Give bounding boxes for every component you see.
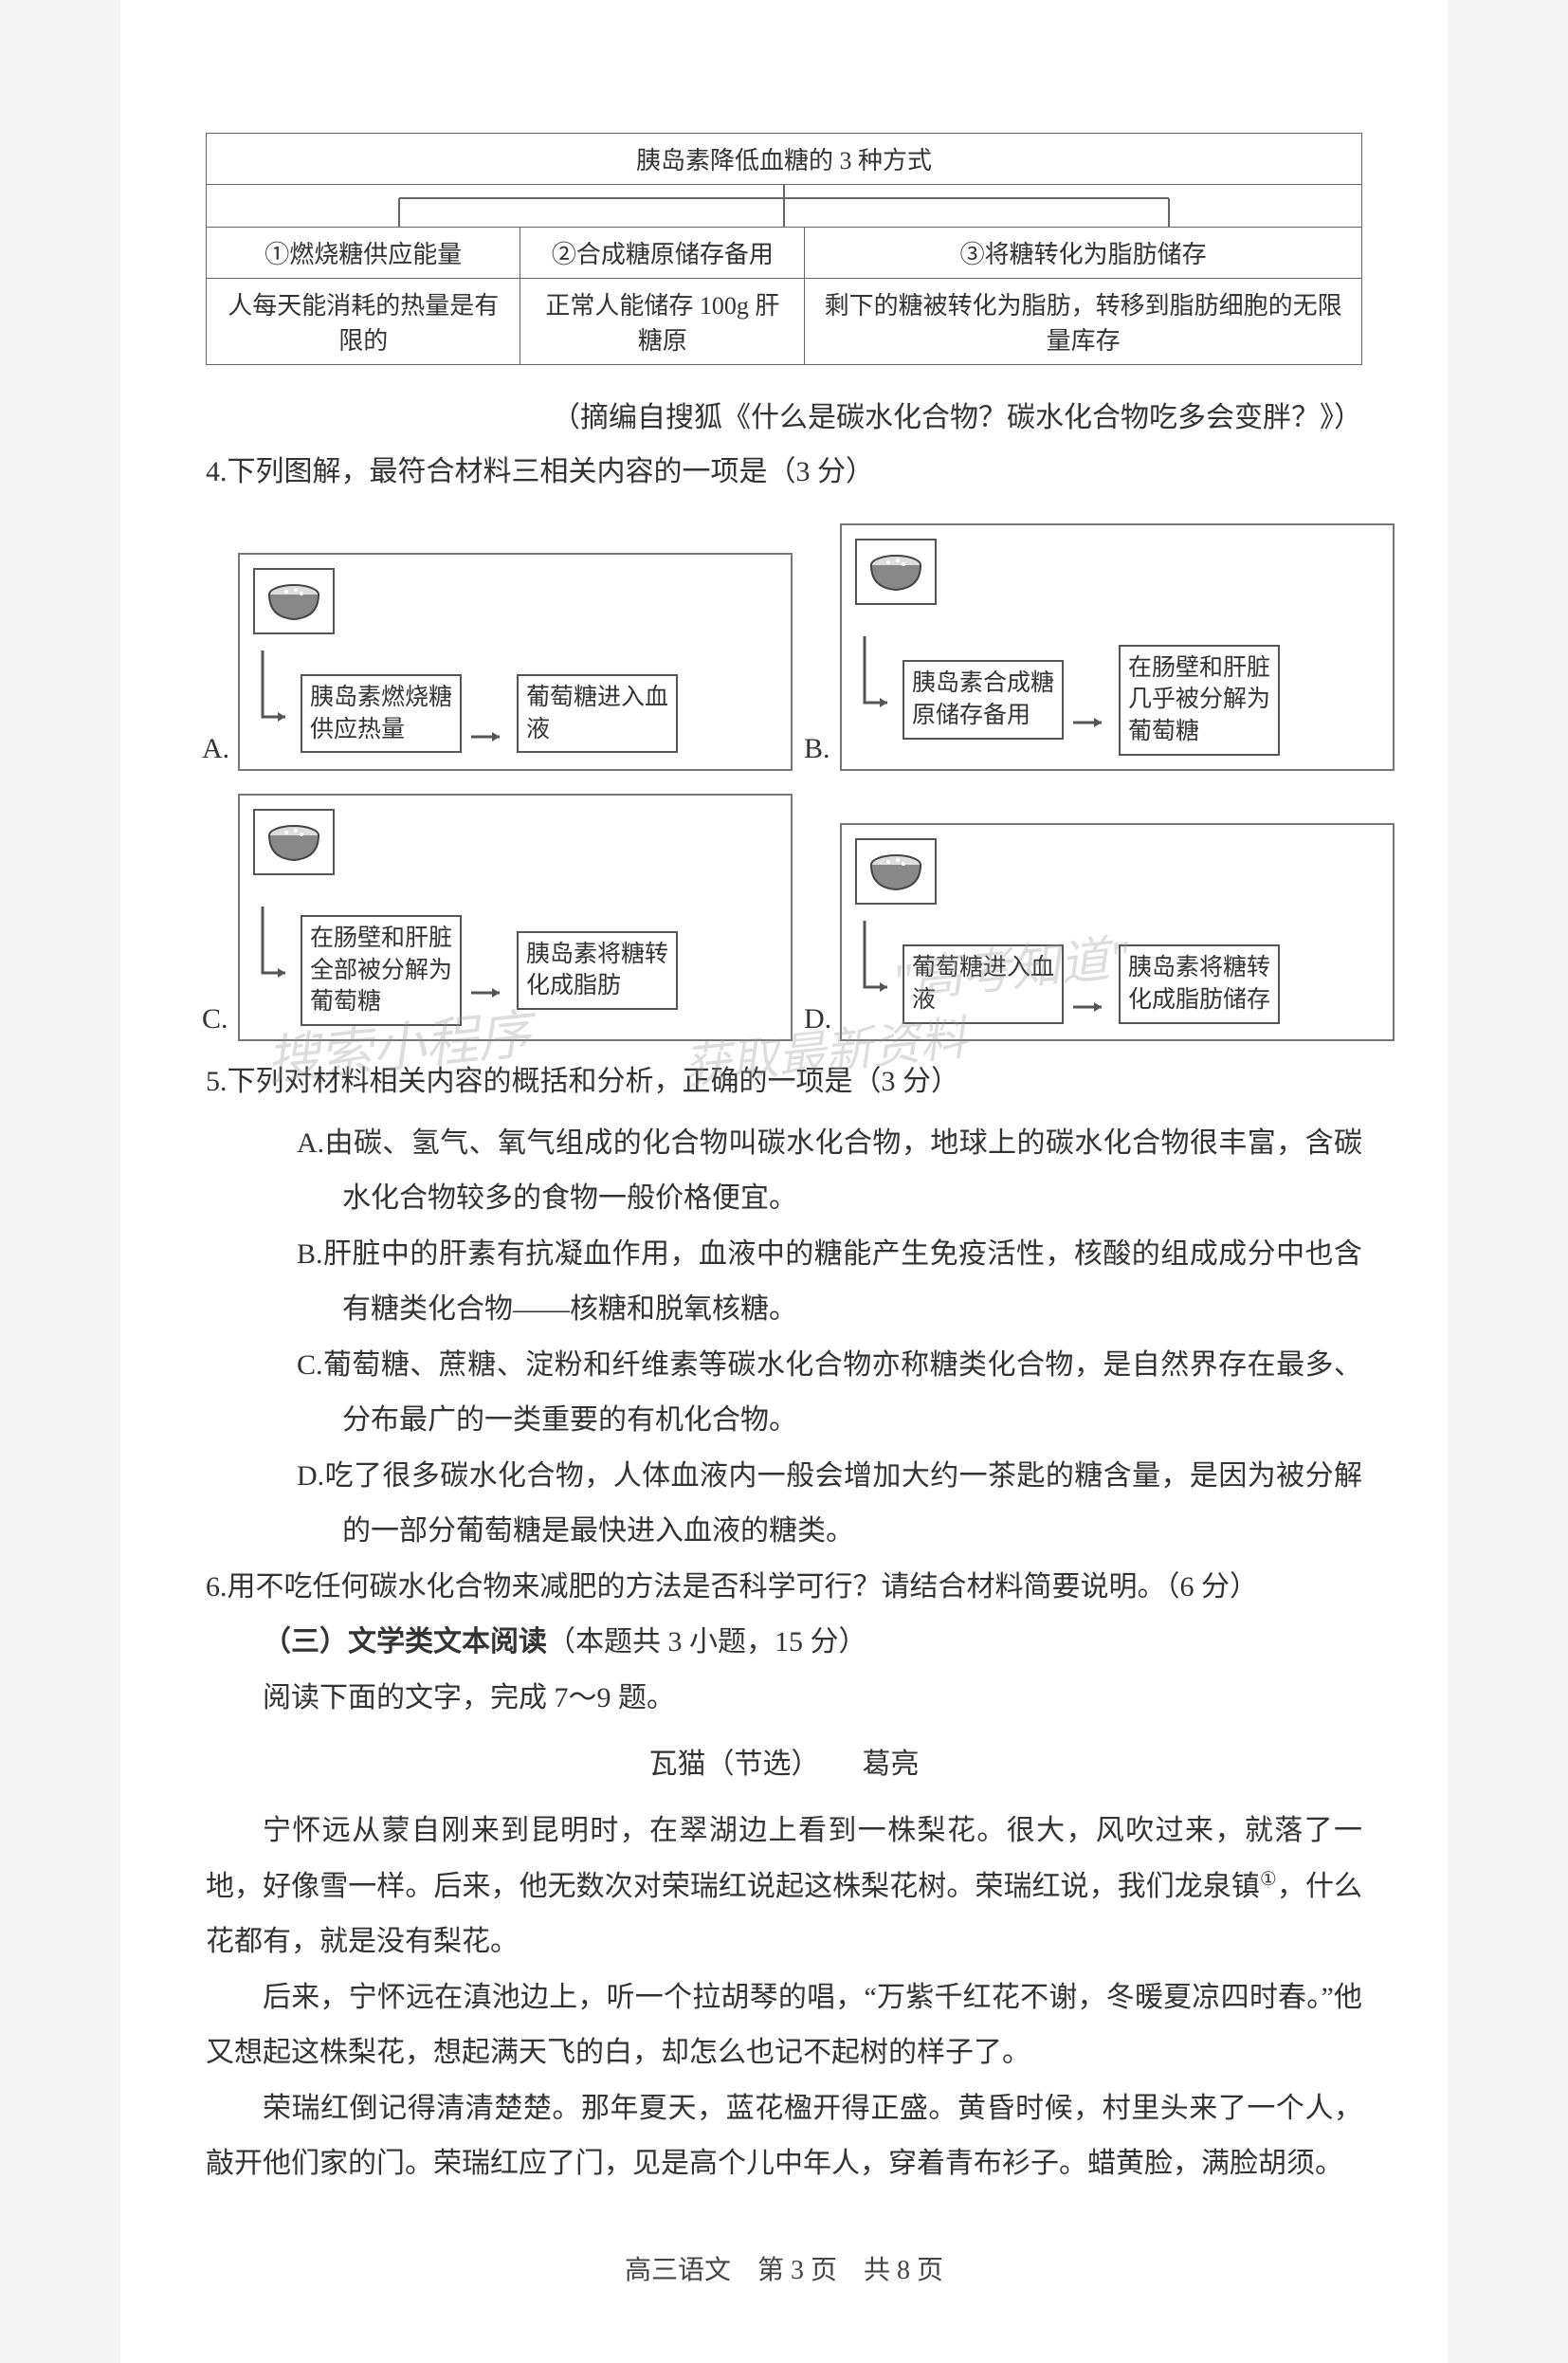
section3-sub: （本题共 3 小题，15 分） (547, 1626, 867, 1658)
page-content: 胰岛素降低血糖的 3 种方式 ①燃烧糖供应能量 ②合成糖原储存备用 ③将糖转化为… (120, 0, 1448, 2363)
table-row-desc: 人每天能消耗的热量是有限的 正常人能储存 100g 肝糖原 剩下的糖被转化为脂肪… (207, 279, 1362, 365)
desc-2: 正常人能储存 100g 肝糖原 (520, 279, 805, 365)
passage-author: 葛亮 (863, 1749, 920, 1780)
q4-label-d: D. (804, 1003, 831, 1035)
q4-label-c: C. (202, 1003, 228, 1035)
section3-title: （三）文学类文本阅读 (263, 1626, 547, 1658)
section3-heading: （三）文学类文本阅读（本题共 3 小题，15 分） (263, 1615, 1362, 1671)
flow-b: 胰岛素合成糖原储存备用 在肠壁和肝脏几乎被分解为葡萄糖 (840, 523, 1395, 771)
flow-a: 胰岛素燃烧糖供应热量 葡萄糖进入血液 (238, 553, 793, 771)
q6-stem: 6.用不吃任何碳水化合物来减肥的方法是否科学可行？请结合材料简要说明。（6 分） (206, 1560, 1362, 1616)
flow-d-box1: 葡萄糖进入血液 (903, 944, 1064, 1024)
q5-option-a: A.由碳、氢气、氧气组成的化合物叫碳水化合物，地球上的碳水化合物很丰富，含碳水化… (251, 1116, 1362, 1227)
rice-bowl-icon (855, 838, 937, 905)
method-3: ③将糖转化为脂肪储存 (805, 228, 1362, 279)
q4-option-b: B. 胰岛素合成糖原储存 (808, 523, 1362, 771)
method-1: ①燃烧糖供应能量 (207, 228, 520, 279)
flow-c-box1: 在肠壁和肝脏全部被分解为葡萄糖 (301, 915, 462, 1026)
flow-d: 葡萄糖进入血液 胰岛素将糖转化成脂肪储存 (840, 823, 1395, 1041)
q5-option-d: D.吃了很多碳水化合物，人体血液内一般会增加大约一茶匙的糖含量，是因为被分解的一… (251, 1449, 1362, 1560)
flow-d-box2: 胰岛素将糖转化成脂肪储存 (1119, 944, 1280, 1024)
rice-bowl-icon (855, 539, 937, 605)
section3-instruction: 阅读下面的文字，完成 7～9 题。 (263, 1671, 1362, 1727)
q5-option-c: C.葡萄糖、蔗糖、淀粉和纤维素等碳水化合物亦称糖类化合物，是自然界存在最多、分布… (251, 1338, 1362, 1449)
table-title: 胰岛素降低血糖的 3 种方式 (207, 134, 1362, 185)
flow-b-box1: 胰岛素合成糖原储存备用 (903, 660, 1064, 740)
q4-row-cd: C. 在肠壁和肝脏全部被 (206, 794, 1362, 1041)
desc-1: 人每天能消耗的热量是有限的 (207, 279, 520, 365)
p1-part1: 宁怀远从蒙自刚来到昆明时，在翠湖边上看到一株梨花。很大，风吹过来，就落了一地，好… (206, 1815, 1362, 1902)
flow-a-box2: 葡萄糖进入血液 (517, 674, 678, 754)
q4-option-c: C. 在肠壁和肝脏全部被 (206, 794, 760, 1041)
page-footer: 高三语文 第 3 页 共 8 页 (206, 2249, 1362, 2287)
passage-title: 瓦猫（节选） (649, 1749, 806, 1780)
passage-p3: 荣瑞红倒记得清清楚楚。那年夏天，蓝花楹开得正盛。黄昏时候，村里头来了一个人，敲开… (206, 2081, 1362, 2192)
q4-option-a: A. 胰岛素燃烧糖供应热 (206, 553, 760, 771)
passage-title-line: 瓦猫（节选） 葛亮 (206, 1733, 1362, 1796)
flow-c: 在肠壁和肝脏全部被分解为葡萄糖 胰岛素将糖转化成脂肪 (238, 794, 793, 1041)
q4-label-a: A. (202, 733, 229, 765)
footnote-mark-1: ① (1260, 1869, 1277, 1890)
footer-total: 共 8 页 (864, 2256, 943, 2285)
table-tree-connector (207, 185, 1362, 228)
desc-3: 剩下的糖被转化为脂肪，转移到脂肪细胞的无限量库存 (805, 279, 1362, 365)
footer-subject: 高三语文 (625, 2256, 731, 2285)
q5-stem: 5.下列对材料相关内容的概括和分析，正确的一项是（3 分） (206, 1054, 1362, 1110)
q4-row-ab: A. 胰岛素燃烧糖供应热 (206, 523, 1362, 771)
passage-p2: 后来，宁怀远在滇池边上，听一个拉胡琴的唱，“万紫千红花不谢，冬暖夏凉四时春。”他… (206, 1970, 1362, 2081)
flow-b-box2: 在肠壁和肝脏几乎被分解为葡萄糖 (1119, 645, 1280, 756)
table-row-methods: ①燃烧糖供应能量 ②合成糖原储存备用 ③将糖转化为脂肪储存 (207, 228, 1362, 279)
flow-a-box1: 胰岛素燃烧糖供应热量 (301, 674, 462, 754)
source-citation: （摘编自搜狐《什么是碳水化合物？碳水化合物吃多会变胖？》） (206, 394, 1362, 435)
footer-page: 第 3 页 (757, 2256, 837, 2285)
method-2: ②合成糖原储存备用 (520, 228, 805, 279)
insulin-table: 胰岛素降低血糖的 3 种方式 ①燃烧糖供应能量 ②合成糖原储存备用 ③将糖转化为… (206, 133, 1362, 365)
q5-options: A.由碳、氢气、氧气组成的化合物叫碳水化合物，地球上的碳水化合物很丰富，含碳水化… (206, 1116, 1362, 1560)
passage-p1: 宁怀远从蒙自刚来到昆明时，在翠湖边上看到一株梨花。很大，风吹过来，就落了一地，好… (206, 1804, 1362, 1970)
rice-bowl-icon (253, 568, 335, 634)
q4-stem: 4.下列图解，最符合材料三相关内容的一项是（3 分） (206, 445, 1362, 501)
q5-option-b: B.肝脏中的肝素有抗凝血作用，血液中的糖能产生免疫活性，核酸的组成成分中也含有糖… (251, 1227, 1362, 1338)
q4-option-d: D. 葡萄糖进入血液 (808, 823, 1362, 1041)
rice-bowl-icon (253, 809, 335, 875)
flow-c-box2: 胰岛素将糖转化成脂肪 (517, 931, 678, 1011)
q4-label-b: B. (804, 733, 830, 765)
